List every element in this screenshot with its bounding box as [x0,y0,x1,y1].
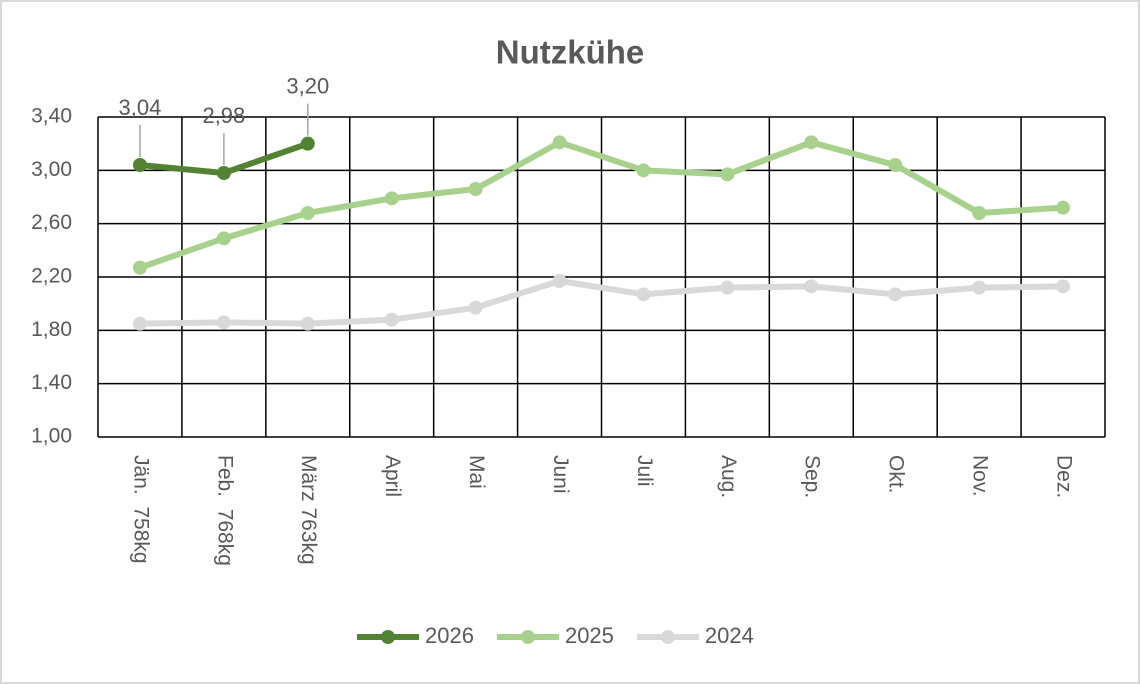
data-point [132,316,147,331]
data-point [300,136,315,151]
x-tick-label: Jän. 758kg [129,455,152,564]
x-tick-label: April [381,455,404,497]
data-point [216,315,231,330]
data-point [384,312,399,327]
legend-marker [660,630,675,644]
legend-label: 2024 [705,623,754,648]
x-tick-label: Aug. [717,455,740,498]
data-point [888,287,903,302]
y-tick-label: 3,40 [31,105,72,128]
data-label: 2,98 [202,103,245,128]
y-tick-label: 2,20 [31,265,72,288]
data-point [216,231,231,246]
data-point [552,135,567,150]
data-label: 3,04 [119,95,162,120]
x-tick-label: Juli [633,455,656,487]
x-tick-label: Okt. [885,455,908,494]
y-tick-label: 2,60 [31,211,72,234]
x-tick-label: März 763kg [297,455,320,565]
data-point [1056,200,1071,215]
data-point [720,280,735,295]
data-point [300,316,315,331]
x-tick-label: Mai [465,455,488,489]
y-tick-label: 1,40 [31,371,72,394]
data-point [552,274,567,288]
data-label: 3,20 [286,73,329,98]
chart-title: Nutzkühe [496,34,645,71]
series-line [138,139,1064,271]
data-point [132,158,147,172]
data-point [636,287,651,302]
series-line [139,278,1064,327]
x-tick-label: Juni [549,455,572,494]
y-tick-label: 1,00 [31,425,72,448]
data-point [300,206,315,220]
data-point [468,300,483,315]
data-point [972,206,987,220]
legend-marker [381,630,395,644]
data-point [1056,279,1071,294]
x-tick-label: Nov. [969,455,992,497]
legend-label: 2026 [425,623,474,648]
data-point [216,166,231,180]
x-tick-label: Sep. [801,455,824,498]
legend-marker [520,630,535,644]
data-point [720,167,735,182]
data-point [804,135,819,150]
x-tick-label: Feb. 768kg [213,455,236,566]
data-point [636,163,651,178]
data-point [804,279,819,294]
y-tick-label: 1,80 [31,318,72,341]
data-point [972,280,987,295]
data-point [468,182,483,196]
x-tick-label: Dez. [1052,455,1075,498]
legend-label: 2025 [565,623,614,648]
data-point [888,158,903,172]
y-tick-label: 3,00 [31,158,72,181]
data-point [384,191,399,206]
data-point [132,260,147,275]
